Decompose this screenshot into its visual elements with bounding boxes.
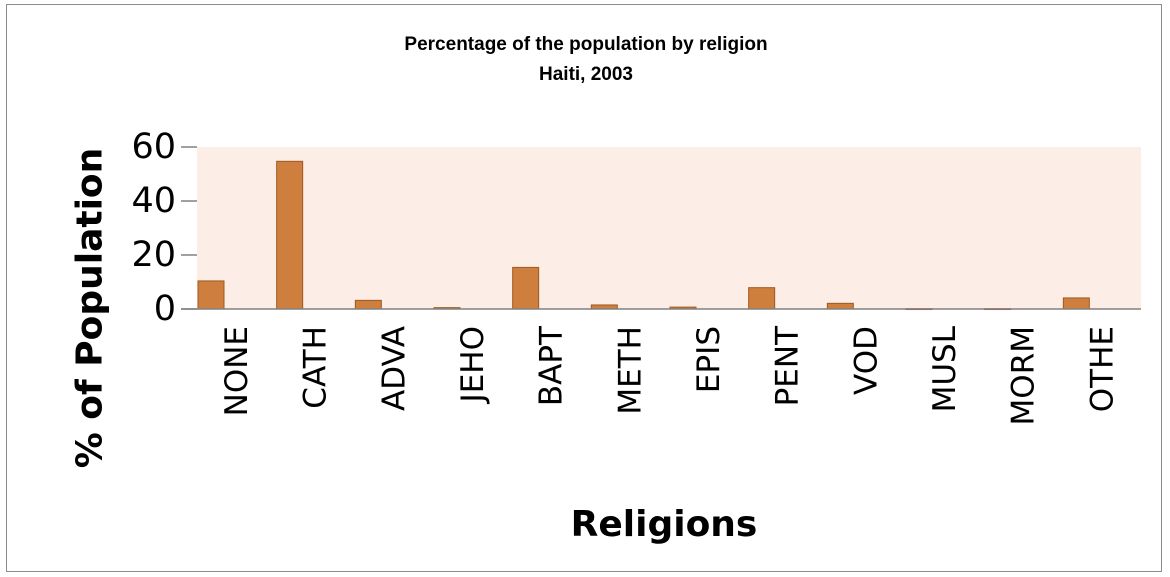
x-tick-label: NONE	[219, 326, 255, 416]
y-axis-title: % of Population	[70, 148, 111, 469]
x-tick-label: MORM	[1006, 326, 1042, 425]
x-tick-label: BAPT	[534, 325, 570, 406]
plot-area	[197, 147, 1141, 309]
bar-bapt	[512, 266, 540, 310]
x-tick-label: MUSL	[927, 325, 963, 412]
bar-pent	[748, 287, 776, 310]
x-tick-label: ADVA	[376, 326, 412, 411]
y-tick-label: 20	[131, 235, 176, 275]
x-tick-label: PENT	[770, 325, 806, 406]
chart-subtitle: Haiti, 2003	[539, 64, 633, 85]
bar-othe	[1062, 297, 1090, 310]
x-tick-label: METH	[612, 326, 648, 415]
chart-title: Percentage of the population by religion	[404, 34, 767, 55]
x-tick-label: OTHE	[1084, 326, 1120, 412]
y-tick-label: 40	[131, 181, 176, 221]
x-tick-label: VOD	[848, 326, 884, 395]
bar-adva	[354, 299, 382, 310]
bar-none	[197, 280, 225, 310]
bar-cath	[276, 160, 304, 310]
x-axis-title: Religions	[571, 504, 758, 545]
y-tick-label: 60	[131, 127, 176, 167]
x-tick-label: CATH	[298, 326, 334, 409]
x-tick-label: JEHO	[455, 326, 491, 404]
y-tick-label: 0	[154, 289, 176, 329]
x-tick-label: EPIS	[691, 326, 727, 393]
bar-vod	[826, 302, 854, 310]
